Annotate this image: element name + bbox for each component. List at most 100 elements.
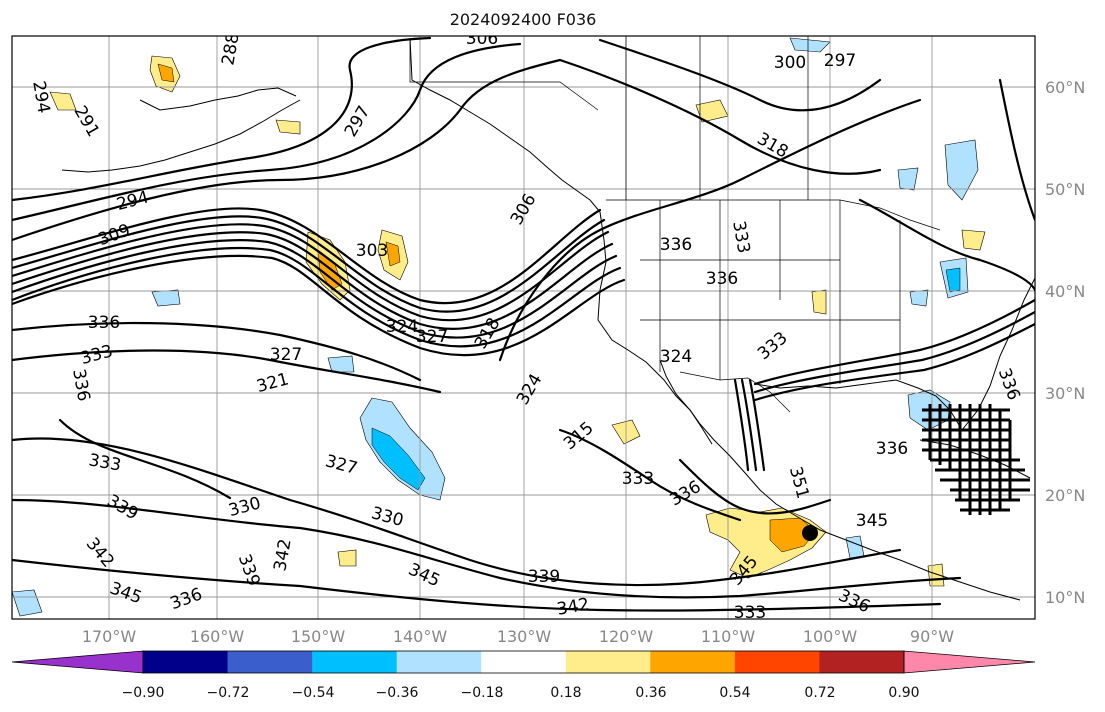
contour-line [12, 239, 618, 339]
contour-label: 345 [856, 511, 888, 531]
contour-label: 324 [386, 317, 418, 337]
contour-label: 324 [660, 347, 692, 367]
colorbar-tick: −0.72 [207, 685, 250, 701]
lon-label: 150°W [291, 627, 346, 646]
contour-line [12, 437, 902, 587]
contour-line [12, 58, 562, 242]
contour-line [12, 207, 602, 305]
longitude-labels: 170°W 160°W 150°W 140°W 130°W 120°W 110°… [82, 627, 954, 646]
shaded-region [927, 563, 945, 587]
contour-line [12, 246, 622, 348]
colorbar-swatches [11, 650, 1036, 674]
contour-label: 336 [876, 439, 908, 459]
us-canada-border [606, 199, 941, 231]
lon-label: 130°W [497, 627, 552, 646]
shaded-region [371, 427, 426, 491]
contour-label: 300 [774, 53, 806, 73]
lon-label: 90°W [910, 627, 954, 646]
shaded-region [897, 167, 919, 191]
contour-label: 336 [88, 313, 120, 333]
contour-line [58, 418, 232, 500]
contour-line [678, 458, 832, 515]
colorbar-ticks: −0.90 −0.72 −0.54 −0.36 −0.18 0.18 0.36 … [122, 685, 920, 701]
lon-label: 160°W [190, 627, 245, 646]
shaded-region [49, 91, 77, 111]
contour-line [12, 558, 942, 612]
contour-line [998, 78, 1035, 222]
contour-label: 303 [356, 241, 388, 261]
us-mexico-border [679, 371, 791, 413]
shaded-region [789, 37, 831, 53]
contour-label: 342 [555, 594, 590, 619]
contour-line [598, 38, 882, 112]
contour-label: 333 [734, 603, 766, 623]
contour-line [12, 215, 606, 313]
lat-label: 10°N [1045, 588, 1085, 607]
coastline-alaska [409, 37, 601, 213]
lon-label: 140°W [393, 627, 448, 646]
contour-line [753, 322, 1035, 402]
contour-line [12, 36, 432, 202]
shaded-region [909, 289, 929, 307]
colorbar-swatch [396, 651, 482, 673]
shaded-region [944, 139, 979, 201]
contour-line [12, 223, 610, 322]
contour-label: 339 [528, 567, 560, 587]
colorbar: −0.90 −0.72 −0.54 −0.36 −0.18 0.18 0.36 … [11, 650, 1036, 701]
contour-line [858, 198, 1035, 292]
lat-label: 50°N [1045, 180, 1085, 199]
coastline-baja [659, 359, 713, 445]
contour-label: 336 [706, 269, 738, 289]
colorbar-tick: −0.90 [122, 685, 165, 701]
contour-label: 306 [466, 29, 498, 49]
shaded-region [157, 63, 175, 83]
lat-label: 20°N [1045, 486, 1085, 505]
contour-line [558, 428, 742, 522]
latitude-labels: 60°N 50°N 40°N 30°N 20°N 10°N [1045, 78, 1085, 607]
coastline-gulf [754, 379, 963, 431]
contour-line [12, 349, 442, 394]
coastlines [61, 36, 1035, 601]
contour-line [12, 254, 626, 357]
contour-line [733, 378, 766, 472]
colorbar-tick: 0.36 [635, 685, 666, 701]
colorbar-swatch [481, 651, 567, 673]
contour-label: 327 [270, 345, 302, 365]
colorbar-frame [142, 650, 905, 674]
graticule [12, 36, 1035, 619]
shaded-region [811, 289, 827, 315]
lat-label: 40°N [1045, 282, 1085, 301]
colorbar-tick: −0.18 [461, 685, 504, 701]
lat-label: 30°N [1045, 384, 1085, 403]
colorbar-swatch [650, 651, 736, 673]
lon-label: 110°W [701, 627, 756, 646]
colorbar-swatch [227, 651, 313, 673]
canada-alaska-border [409, 38, 599, 111]
colorbar-tick: −0.54 [292, 685, 335, 701]
colorbar-tick: −0.36 [376, 685, 419, 701]
contour-line [12, 321, 422, 382]
colorbar-tick: 0.54 [719, 685, 750, 701]
contours [12, 36, 1035, 612]
shaded-region [385, 241, 401, 267]
lat-label: 60°N [1045, 78, 1085, 97]
shaded-region [337, 549, 357, 567]
chart-title: 2024092400 F036 [450, 10, 597, 29]
contour-line [12, 231, 614, 331]
colorbar-swatch [565, 651, 651, 673]
colorbar-tick: 0.18 [550, 685, 581, 701]
colorbar-swatch [143, 651, 229, 673]
map-panel: 306 297 300 288 294 291 297 318 294 309 … [12, 29, 1035, 623]
shaded-region [945, 267, 961, 293]
lon-label: 100°W [803, 627, 858, 646]
contour-label: 333 [622, 469, 654, 489]
contour-line [558, 58, 882, 175]
colorbar-tick: 0.90 [888, 685, 919, 701]
contour-line [753, 298, 1035, 386]
contour-label: 327 [416, 327, 448, 347]
colorbar-swatch [819, 651, 905, 673]
colorbar-swatch [734, 651, 820, 673]
shaded-region [275, 119, 301, 135]
coastline-alaska-west [139, 87, 297, 111]
